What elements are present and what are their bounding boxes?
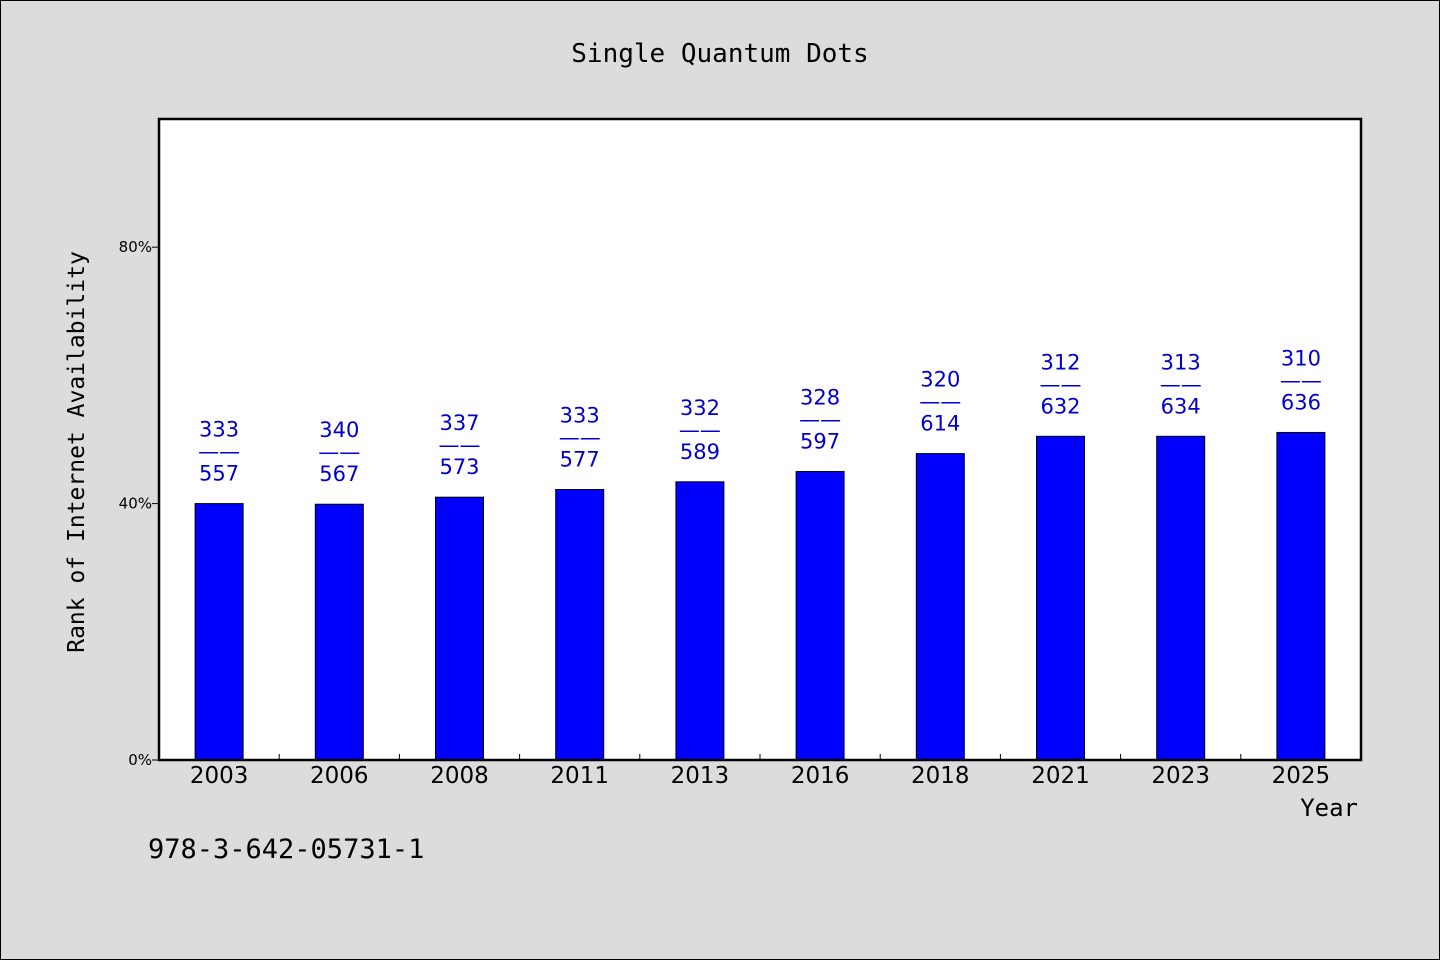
data-label-bottom-2013: 589 [680,440,720,464]
data-label-bottom-2025: 636 [1281,390,1321,414]
x-tick-label-2018: 2018 [911,763,970,789]
y-tick-label: 80% [119,238,152,256]
data-label-top-2025: 310 [1281,346,1321,370]
data-label-sep-2021: —— [1040,372,1082,396]
x-axis: 2003 2006 2008 2011 2013 2016 2018 2021 2023 2025 [190,754,1330,789]
data-label-sep-2008: —— [439,433,481,457]
data-label-sep-2016: —— [799,408,841,432]
data-label-bottom-2021: 632 [1040,394,1080,418]
x-axis-title: Year [1300,794,1358,822]
data-label-top-2008: 337 [439,411,479,435]
x-tick-label-2008: 2008 [430,763,489,789]
bar-2023 [1156,435,1206,761]
data-label-bottom-2016: 597 [800,430,840,454]
x-tick-label-2011: 2011 [550,763,609,789]
data-label-top-2003: 333 [199,418,239,442]
y-axis-title: Rank of Internet Availability [64,251,90,653]
bar-2025 [1276,431,1326,761]
bar-2003 [194,503,244,761]
chart-title: Single Quantum Dots [571,39,868,69]
footnote-code: 978-3-642-05731-1 [148,834,425,865]
data-label-top-2006: 340 [319,418,359,442]
bar-2016 [795,471,845,761]
x-tick-label-2016: 2016 [791,763,850,789]
x-tick-label-2023: 2023 [1151,763,1210,789]
data-label-bottom-2018: 614 [920,412,960,436]
data-label-top-2018: 320 [920,368,960,392]
bar-2008 [435,496,484,761]
data-label-sep-2006: —— [318,440,360,464]
x-tick-label-2013: 2013 [671,763,730,789]
data-label-sep-2003: —— [198,440,240,464]
data-label-top-2021: 312 [1040,350,1080,374]
x-tick-label-2025: 2025 [1272,763,1331,789]
data-label-bottom-2006: 567 [319,462,359,486]
data-label-sep-2013: —— [679,418,721,442]
data-label-sep-2025: —— [1280,368,1322,392]
data-label-bottom-2023: 634 [1161,394,1201,418]
bars-layer [194,431,1326,761]
data-label-top-2023: 313 [1161,350,1201,374]
plot-border [157,117,1363,762]
bar-2011 [555,488,605,761]
data-label-top-2011: 333 [560,403,600,427]
data-label-bottom-2008: 573 [439,455,479,479]
y-tick-label: 0% [128,751,152,769]
x-tick-label-2021: 2021 [1031,763,1090,789]
data-label-sep-2011: —— [559,425,601,449]
data-label-top-2013: 332 [680,396,720,420]
data-label-top-2016: 328 [800,386,840,410]
bar-2021 [1036,435,1085,761]
y-tick-label: 40% [119,495,152,513]
data-label-sep-2023: —— [1160,372,1202,396]
x-tick-label-2006: 2006 [310,763,369,789]
y-axis: 0% 40% 80% [119,238,159,769]
bar-2006 [314,503,364,761]
data-label-sep-2018: —— [919,390,961,414]
data-labels-layer: 333——557340——567337——573333——577332——589… [198,346,1322,486]
bar-2013 [675,481,725,761]
data-label-bottom-2003: 557 [199,462,239,486]
x-tick-label-2003: 2003 [190,763,249,789]
data-label-bottom-2011: 577 [560,447,600,471]
bar-2018 [915,453,965,761]
